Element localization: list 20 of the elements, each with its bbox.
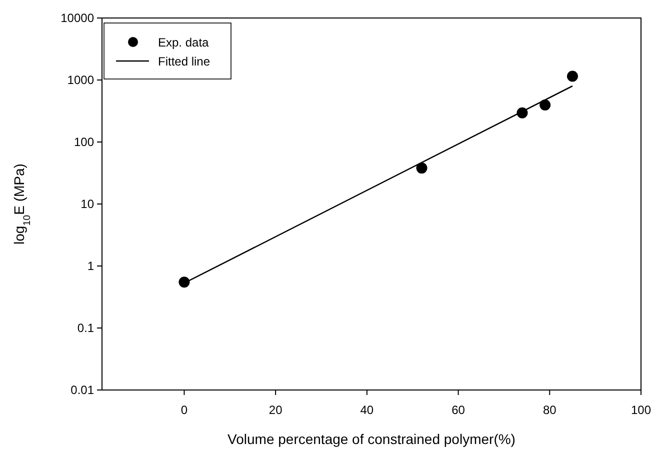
x-tick-label: 40 [360, 403, 374, 417]
y-tick-label: 10000 [60, 11, 94, 25]
y-tick-label: 100 [74, 135, 94, 149]
point [416, 162, 428, 174]
y-tick-label: 1 [87, 259, 94, 273]
x-tick-label: 100 [630, 403, 652, 417]
x-tick-label: 80 [542, 403, 557, 417]
point [540, 100, 551, 111]
x-tick-label: 0 [180, 403, 188, 417]
legend-label: Exp. data [158, 36, 210, 50]
y-tick-label: 10 [80, 197, 94, 211]
y-tick-label: 1000 [67, 73, 94, 87]
point [566, 70, 578, 82]
y-tick-label: 0.01 [70, 383, 94, 397]
legend-label: Fitted line [158, 54, 210, 68]
x-tick-label: 60 [452, 403, 466, 417]
y-tick-label: 0.1 [77, 321, 94, 335]
x-axis-title: Volume percentage of constrained polymer(%) [228, 431, 516, 447]
point [178, 276, 190, 288]
x-tick-label: 20 [268, 403, 283, 417]
